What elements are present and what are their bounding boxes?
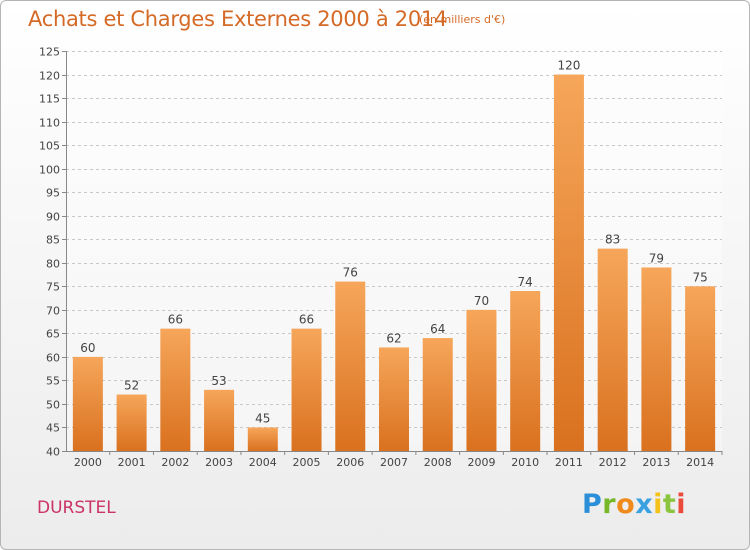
bar xyxy=(204,389,235,451)
data-label: 66 xyxy=(299,313,314,327)
data-label: 52 xyxy=(124,379,139,393)
bar xyxy=(510,291,541,451)
bar xyxy=(597,248,628,451)
y-tick-label: 90 xyxy=(46,211,60,224)
x-tick-label: 2008 xyxy=(424,456,452,469)
data-label: 60 xyxy=(80,341,95,355)
x-tick-label: 2014 xyxy=(686,456,714,469)
data-label: 66 xyxy=(168,313,183,327)
data-label: 75 xyxy=(692,270,707,284)
y-tick-label: 80 xyxy=(46,258,60,271)
bar xyxy=(641,267,672,451)
y-tick-label: 105 xyxy=(39,140,60,153)
y-tick-label: 65 xyxy=(46,328,60,341)
y-tick-label: 100 xyxy=(39,164,60,177)
commune-name: DURSTEL xyxy=(37,498,116,518)
data-label: 83 xyxy=(605,233,620,247)
x-tick-label: 2009 xyxy=(467,456,495,469)
y-tick-label: 125 xyxy=(39,46,60,59)
x-tick-label: 2004 xyxy=(249,456,277,469)
data-label: 76 xyxy=(343,266,358,280)
x-tick-label: 2000 xyxy=(74,456,102,469)
y-tick-label: 95 xyxy=(46,187,60,200)
proxiti-logo: Proxiti xyxy=(582,489,687,520)
x-tick-label: 2006 xyxy=(336,456,364,469)
data-label: 79 xyxy=(649,251,664,265)
data-label: 45 xyxy=(255,411,270,425)
x-tick-label: 2005 xyxy=(293,456,321,469)
bar xyxy=(335,281,366,451)
data-label: 70 xyxy=(474,294,489,308)
data-label: 74 xyxy=(518,275,533,289)
chart-subtitle: (en milliers d'€) xyxy=(419,13,506,26)
x-tick-label: 2013 xyxy=(642,456,670,469)
y-tick-label: 45 xyxy=(46,422,60,435)
x-tick-label: 2012 xyxy=(599,456,627,469)
bar xyxy=(247,427,278,451)
x-tick-label: 2003 xyxy=(205,456,233,469)
bar xyxy=(72,356,103,451)
bar xyxy=(379,347,409,451)
data-label: 62 xyxy=(386,331,401,345)
x-tick-label: 2002 xyxy=(161,456,189,469)
chart-title: Achats et Charges Externes 2000 à 2014 xyxy=(28,7,448,31)
bar xyxy=(160,328,191,451)
y-tick-label: 70 xyxy=(46,305,60,318)
y-tick-label: 115 xyxy=(39,93,60,106)
x-tick-label: 2010 xyxy=(511,456,539,469)
y-tick-label: 75 xyxy=(46,281,60,294)
bar xyxy=(116,394,147,451)
bar xyxy=(422,338,453,451)
y-tick-label: 55 xyxy=(46,375,60,388)
bar xyxy=(685,286,716,451)
bar xyxy=(553,74,584,451)
x-tick-label: 2001 xyxy=(118,456,146,469)
y-tick-label: 120 xyxy=(39,70,60,83)
y-tick-label: 40 xyxy=(46,446,60,459)
data-label: 120 xyxy=(557,59,580,73)
bar xyxy=(291,328,322,451)
x-tick-label: 2011 xyxy=(555,456,583,469)
y-tick-label: 50 xyxy=(46,399,60,412)
data-label: 53 xyxy=(211,374,226,388)
y-tick-label: 85 xyxy=(46,234,60,247)
x-tick-label: 2007 xyxy=(380,456,408,469)
y-tick-label: 110 xyxy=(39,117,60,130)
bar xyxy=(466,309,497,451)
y-tick-label: 60 xyxy=(46,352,60,365)
data-label: 64 xyxy=(430,322,445,336)
